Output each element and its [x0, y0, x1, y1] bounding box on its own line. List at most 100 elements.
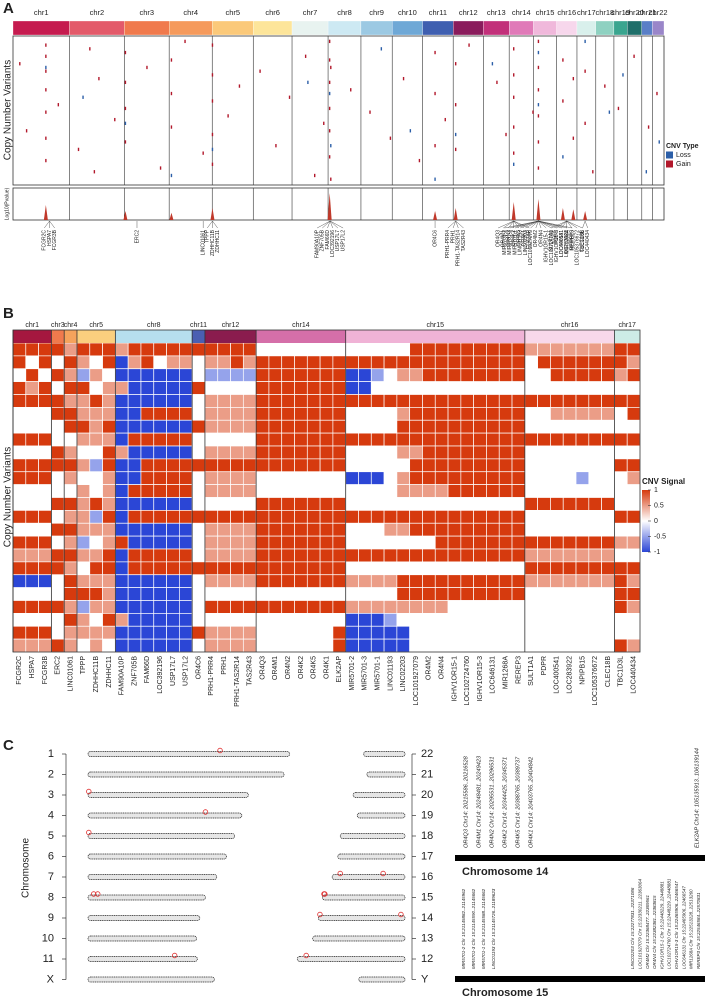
colorbar: [642, 490, 650, 552]
heatmap-cell: [447, 484, 462, 498]
heatmap-cell: [166, 484, 180, 498]
heatmap-cell: [268, 407, 283, 421]
heatmap-cell: [550, 561, 564, 576]
heatmap-cell: [242, 600, 257, 614]
heatmap-cell: [550, 381, 564, 395]
heatmap-cell: [409, 548, 423, 563]
heatmap-cell: [51, 625, 65, 640]
heatmap-cell: [370, 535, 385, 550]
heatmap-cell: [498, 522, 513, 537]
heatmap-cell: [396, 613, 411, 627]
heatmap-cell: [191, 419, 206, 434]
heatmap-cell: [550, 368, 564, 382]
heatmap-cell: [242, 587, 257, 601]
heatmap-cell: [255, 432, 270, 447]
heatmap-cell: [422, 381, 436, 395]
heatmap-cell: [115, 394, 129, 408]
heatmap-cell: [25, 342, 39, 357]
heatmap-cell: [38, 484, 52, 498]
heatmap-cell: [230, 535, 244, 550]
heatmap-cell: [422, 587, 436, 601]
heatmap-cell: [460, 625, 475, 640]
heatmap-cell: [358, 600, 372, 614]
column-label: ZDHHC11: [106, 656, 113, 688]
cnv-event: [562, 99, 564, 103]
gene-label: LINC02203: [523, 230, 529, 256]
heatmap-cell: [255, 381, 270, 395]
heatmap-cell: [345, 561, 359, 576]
heatmap-cell: [601, 535, 615, 550]
heatmap-cell: [524, 625, 538, 640]
cnv-event: [227, 114, 229, 118]
cnv-event: [170, 58, 173, 62]
heatmap-cell: [38, 574, 52, 588]
heatmap-cell: [89, 458, 103, 473]
heatmap-cell: [422, 407, 436, 421]
heatmap-cell: [89, 342, 103, 357]
heatmap-cell: [550, 445, 564, 460]
heatmap-cell: [383, 574, 398, 588]
leader-line: [327, 220, 331, 229]
heatmap-cell: [575, 471, 590, 485]
heatmap-cell: [153, 510, 167, 524]
heatmap-cell: [460, 484, 475, 498]
column-label: OR4M2: [426, 656, 433, 680]
heatmap-cell: [434, 497, 449, 511]
heatmap-cell: [537, 458, 551, 473]
heatmap-cell: [242, 613, 257, 627]
heatmap-cell: [12, 535, 27, 550]
chromosome: [87, 956, 198, 962]
heatmap-cell: [409, 638, 423, 653]
heatmap-cell: [358, 561, 372, 576]
cnv-event: [124, 80, 127, 85]
heatmap-cell: [614, 625, 628, 640]
gene-label: LOC440434: [585, 230, 591, 257]
chromosome-band: [253, 20, 293, 36]
heatmap-cell: [12, 381, 27, 395]
locus-label: ELK2AP Chr14: 105135913..106139144: [694, 748, 700, 848]
heatmap-cell: [319, 471, 334, 485]
heatmap-cell: [626, 445, 641, 460]
heatmap-cell: [89, 510, 103, 524]
heatmap-cell: [255, 419, 270, 434]
leader-line: [212, 220, 218, 229]
heatmap-cell: [191, 535, 206, 550]
heatmap-cell: [255, 522, 270, 537]
heatmap-cell: [614, 458, 628, 473]
heatmap-cell: [89, 613, 103, 627]
heatmap-cell: [396, 458, 411, 473]
heatmap-cell: [358, 574, 372, 588]
heatmap-cell: [614, 445, 628, 460]
heatmap-cell: [370, 419, 385, 434]
gene-label: TAS2R43: [461, 230, 467, 252]
heatmap-cell: [358, 432, 372, 447]
heatmap-cell: [537, 381, 551, 395]
heatmap-cell: [153, 548, 167, 563]
heatmap-cell: [76, 432, 91, 447]
column-label: LOC440434: [630, 656, 637, 694]
heatmap-cell: [396, 510, 411, 524]
heatmap-cell: [306, 600, 321, 614]
hit-marker: [317, 911, 323, 918]
heatmap-cell: [268, 497, 283, 511]
heatmap-cell: [383, 381, 398, 395]
heatmap-cell: [396, 432, 411, 447]
heatmap-cell: [12, 600, 27, 614]
heatmap-cell: [498, 510, 513, 524]
leader-line: [207, 220, 213, 229]
chromosome-name: Y: [421, 973, 429, 985]
heatmap-cell: [153, 394, 167, 408]
heatmap-cell: [562, 522, 577, 537]
heatmap-cell: [370, 355, 385, 370]
cnv-event: [656, 91, 658, 96]
leader-line: [455, 220, 459, 229]
heatmap-cell: [166, 432, 180, 447]
column-label: LOC283922: [566, 656, 573, 694]
heatmap-cell: [255, 600, 270, 614]
heatmap-cell: [140, 497, 155, 511]
heatmap-cell: [473, 381, 487, 395]
heatmap-cell: [306, 587, 321, 601]
heatmap-cell: [51, 535, 65, 550]
heatmap-cell: [191, 471, 206, 485]
heatmap-cell: [473, 587, 487, 601]
